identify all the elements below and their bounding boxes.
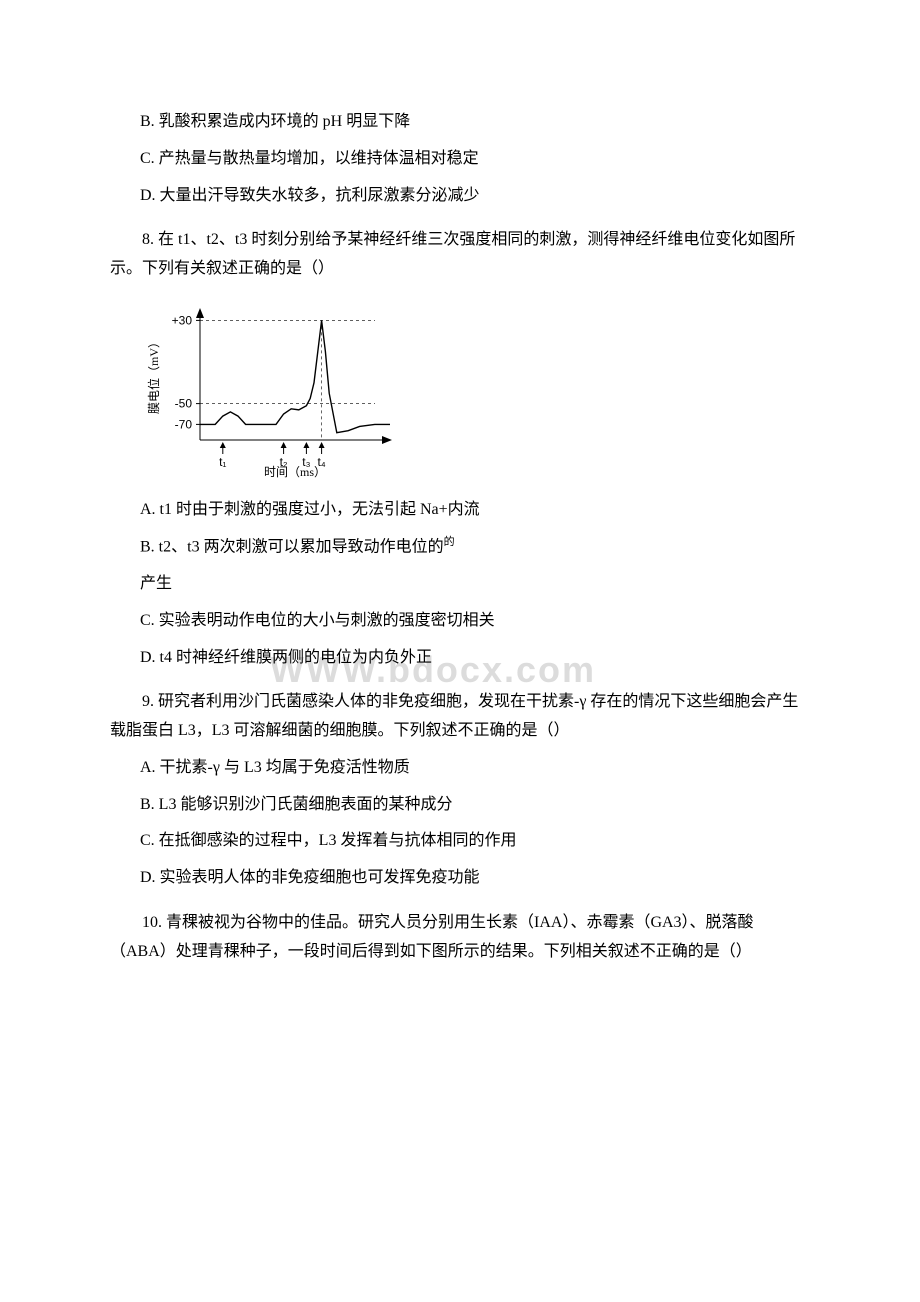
svg-text:t₄: t₄	[317, 455, 325, 469]
q8-option-b-text: B. t2、t3 两次刺激可以累加导致动作电位的	[140, 538, 444, 555]
q8-option-a: A. t1 时由于刺激的强度过小，无法引起 Na+内流	[140, 496, 810, 525]
q9-option-c: C. 在抵御感染的过程中，L3 发挥着与抗体相同的作用	[140, 827, 810, 856]
q8-sup: 的	[444, 536, 455, 548]
q7-option-c: C. 产热量与散热量均增加，以维持体温相对稳定	[140, 145, 810, 174]
q9-option-d: D. 实验表明人体的非免疫细胞也可发挥免疫功能	[140, 864, 810, 893]
svg-text:-70: -70	[175, 417, 193, 431]
svg-text:t₂: t₂	[280, 455, 288, 469]
q9-option-a: A. 干扰素-γ 与 L3 均属于免疫活性物质	[140, 754, 810, 783]
q8-stem: 8. 在 t1、t2、t3 时刻分别给予某神经纤维三次强度相同的刺激，测得神经纤…	[110, 226, 810, 284]
document-page: B. 乳酸积累造成内环境的 pH 明显下降 C. 产热量与散热量均增加，以维持体…	[0, 0, 920, 1035]
q9-option-b: B. L3 能够识别沙门氏菌细胞表面的某种成分	[140, 791, 810, 820]
svg-text:膜电位（mV）: 膜电位（mV）	[146, 336, 161, 414]
q8-chart: +30-50-70膜电位（mV）时间（ms）t₁t₂t₃t₄	[140, 300, 810, 480]
svg-text:t₁: t₁	[219, 455, 226, 469]
q8-option-d-wrap: WWW.bdocx.com D. t4 时神经纤维膜两侧的电位为内负外正	[140, 644, 810, 673]
q8-option-b: B. t2、t3 两次刺激可以累加导致动作电位的的	[140, 533, 810, 562]
svg-text:+30: +30	[172, 313, 193, 327]
q8-option-b2: 产生	[140, 570, 810, 599]
q8-option-d: D. t4 时神经纤维膜两侧的电位为内负外正	[140, 649, 432, 666]
watermark: WWW.bdocx.com	[270, 638, 596, 703]
svg-text:-50: -50	[175, 397, 193, 411]
q10-stem: 10. 青稞被视为谷物中的佳品。研究人员分别用生长素（IAA）、赤霉素（GA3）…	[110, 909, 810, 967]
q8-option-c: C. 实验表明动作电位的大小与刺激的强度密切相关	[140, 607, 810, 636]
q7-option-b: B. 乳酸积累造成内环境的 pH 明显下降	[140, 108, 810, 137]
svg-text:t₃: t₃	[302, 455, 310, 469]
q7-option-d: D. 大量出汗导致失水较多，抗利尿激素分泌减少	[140, 182, 810, 211]
